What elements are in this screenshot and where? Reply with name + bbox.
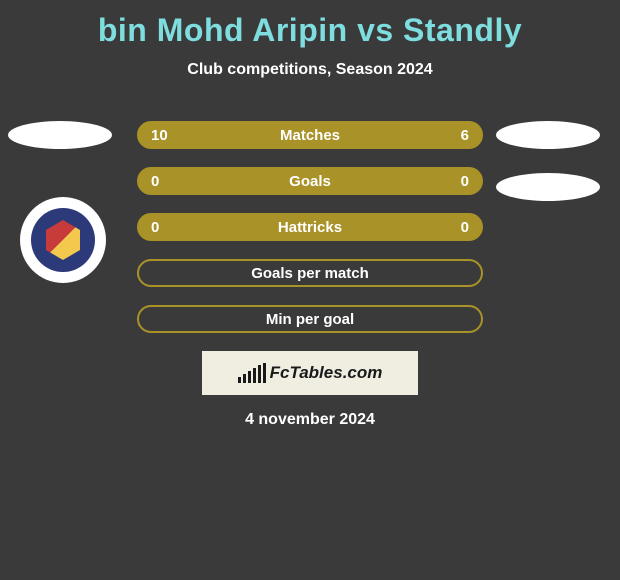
player-right-placeholder-2	[496, 173, 600, 201]
stat-right-value: 0	[461, 173, 469, 190]
stat-label: Min per goal	[266, 311, 354, 328]
stat-label: Goals	[289, 173, 331, 190]
stat-label: Hattricks	[278, 219, 342, 236]
player-right-placeholder-1	[496, 121, 600, 149]
watermark-bar	[263, 363, 266, 383]
watermark-box: FcTables.com	[202, 351, 418, 395]
comparison-title: bin Mohd Aripin vs Standly	[0, 0, 620, 49]
stat-row: Min per goal	[137, 305, 483, 333]
stat-row: 0 Goals 0	[137, 167, 483, 195]
player-left-placeholder	[8, 121, 112, 149]
stat-label: Matches	[280, 127, 340, 144]
stat-left-value: 10	[151, 127, 168, 144]
watermark-bar	[248, 371, 251, 383]
club-badge-left	[20, 197, 106, 283]
stat-left-value: 0	[151, 173, 159, 190]
stat-right-value: 0	[461, 219, 469, 236]
watermark-bar	[243, 374, 246, 383]
stat-right-value: 6	[461, 127, 469, 144]
stat-label: Goals per match	[251, 265, 369, 282]
watermark-bar	[258, 365, 261, 383]
stat-row: 0 Hattricks 0	[137, 213, 483, 241]
stats-area: 10 Matches 6 0 Goals 0 0 Hattricks 0 Goals per ma…	[0, 121, 620, 333]
stat-row: 10 Matches 6	[137, 121, 483, 149]
watermark-bar	[238, 377, 241, 383]
club-badge-inner	[31, 208, 95, 272]
watermark-text: FcTables.com	[270, 363, 383, 383]
stat-left-value: 0	[151, 219, 159, 236]
watermark-bar	[253, 368, 256, 383]
stat-row: Goals per match	[137, 259, 483, 287]
comparison-subtitle: Club competitions, Season 2024	[0, 61, 620, 79]
comparison-date: 4 november 2024	[0, 411, 620, 429]
watermark-logo: FcTables.com	[238, 363, 383, 383]
watermark-bars-icon	[238, 363, 266, 383]
